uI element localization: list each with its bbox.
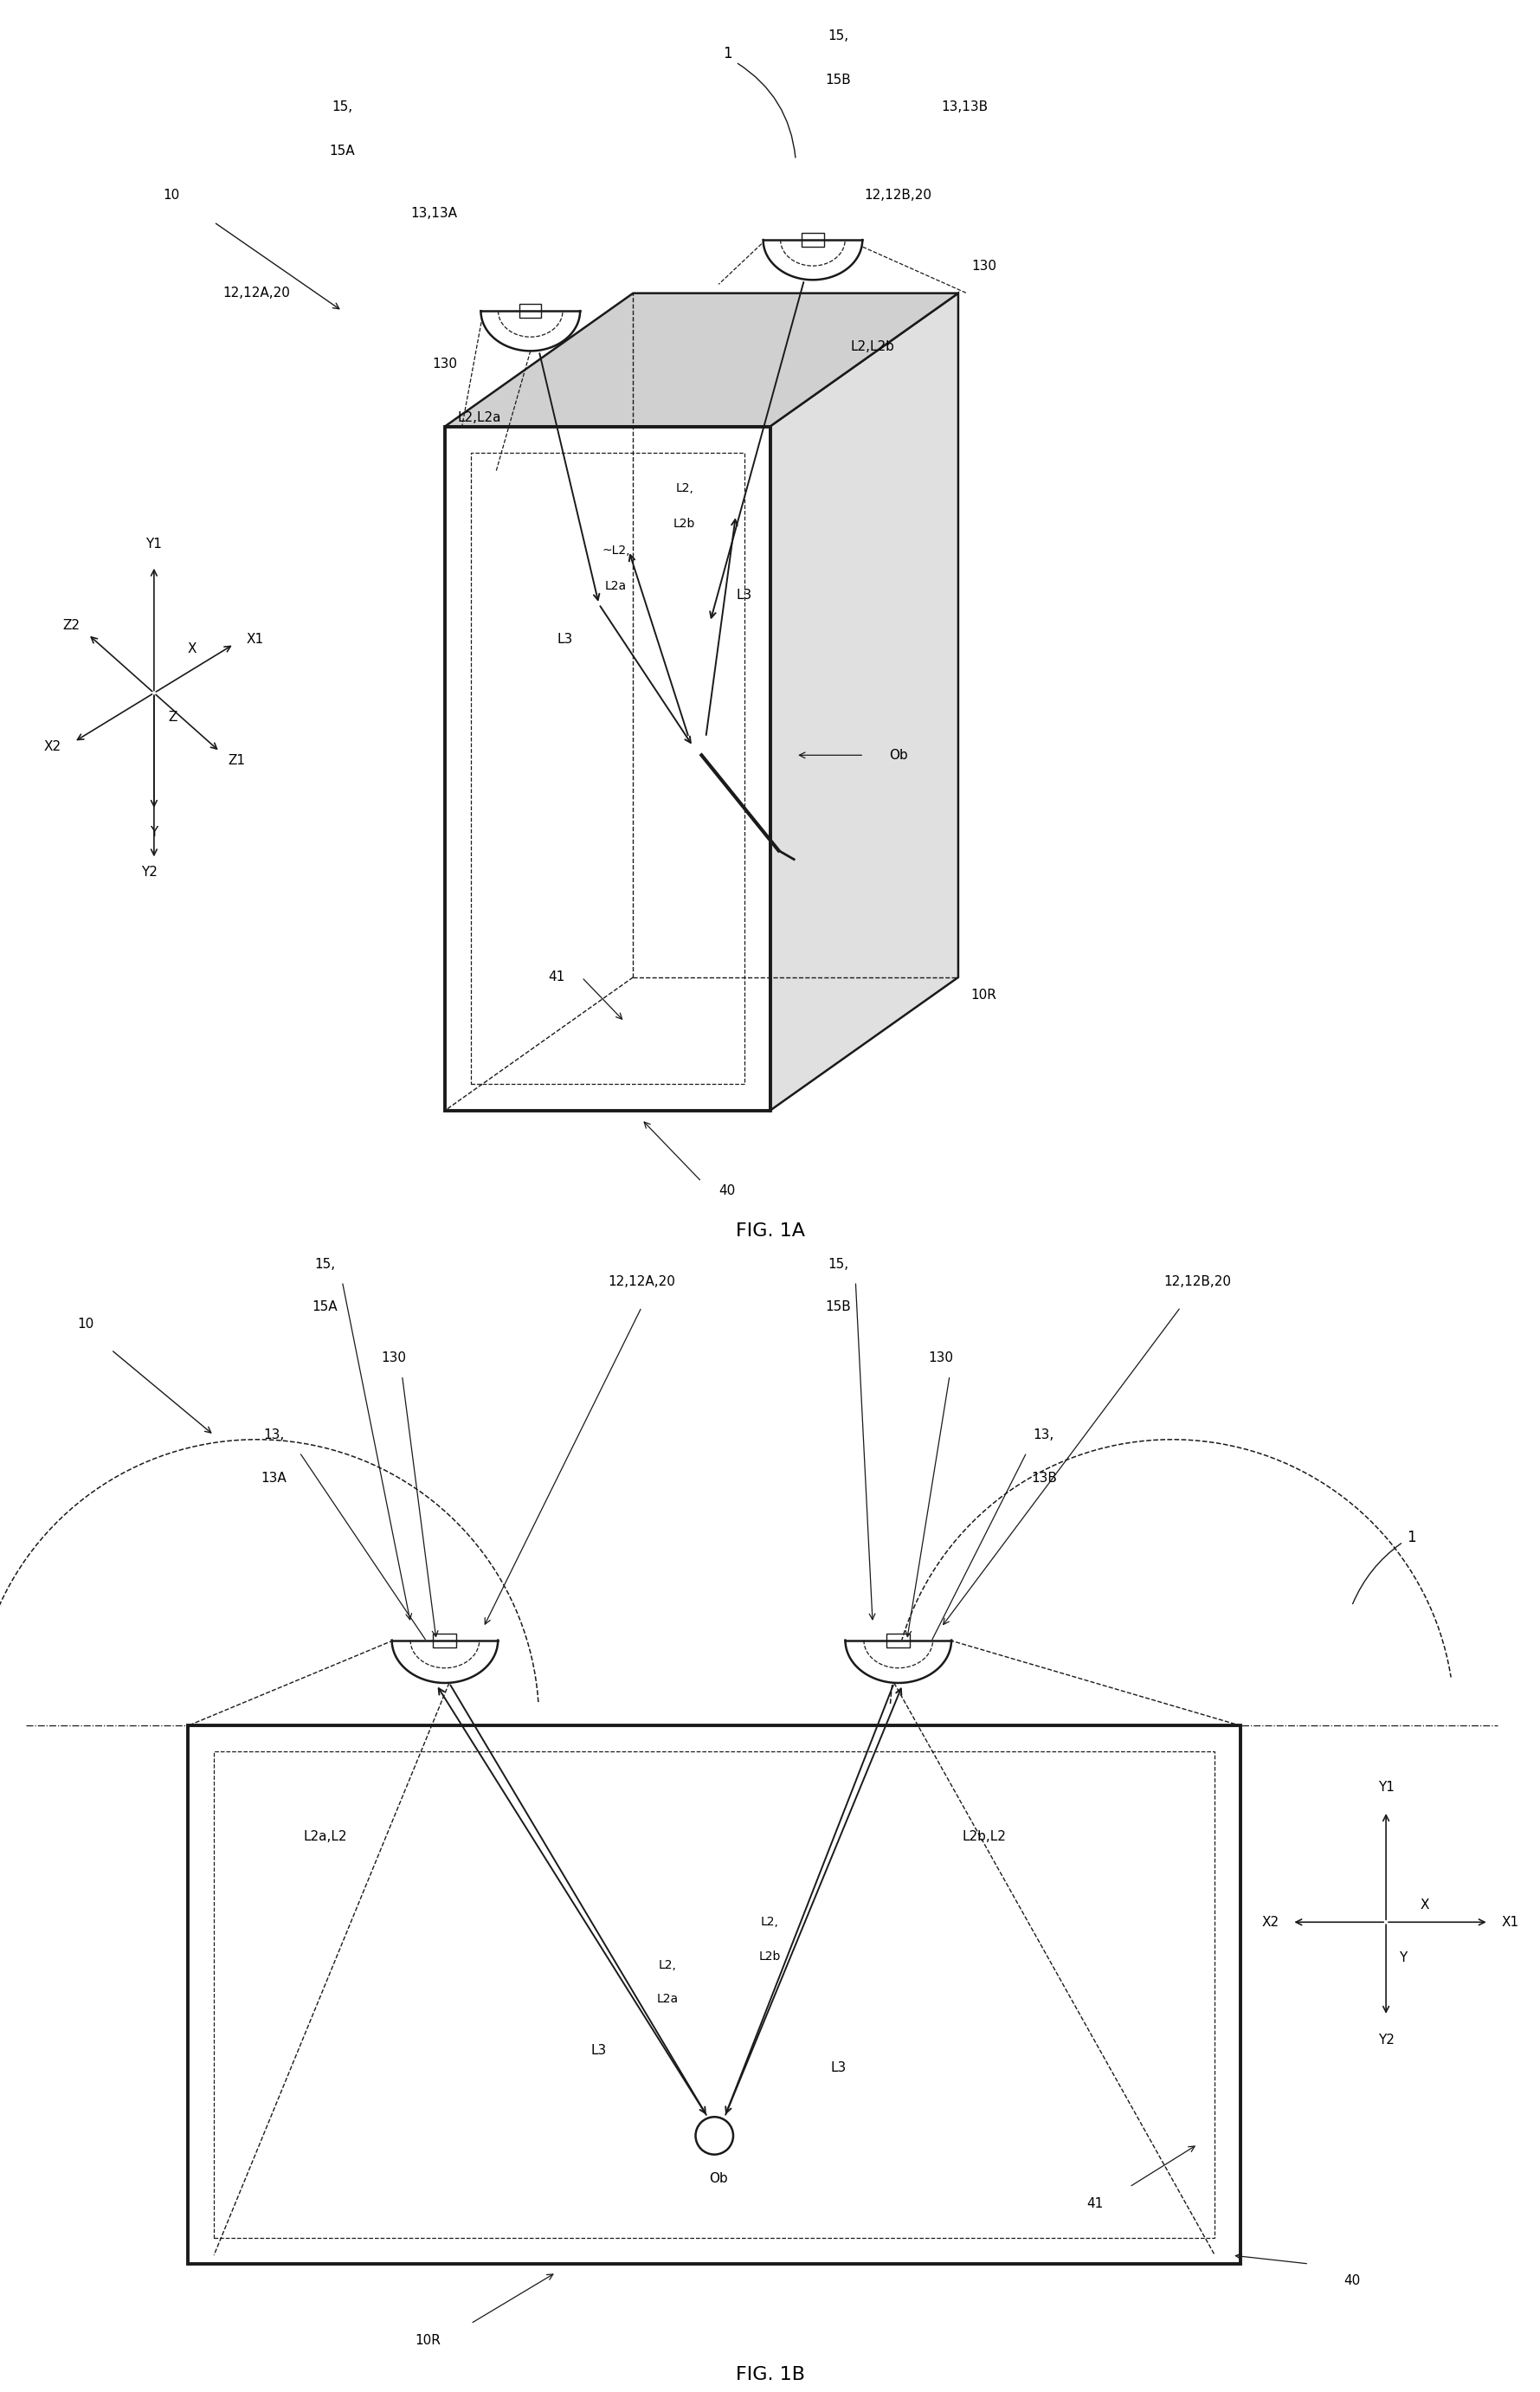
Text: L2a: L2a [656,1993,678,2004]
Text: 130: 130 [972,261,996,273]
Text: Y: Y [1400,1952,1408,1964]
Polygon shape [480,311,581,352]
Polygon shape [845,1641,952,1684]
Text: X2: X2 [1261,1916,1280,1928]
Text: Y1: Y1 [146,538,162,550]
Text: Z: Z [168,710,177,725]
Polygon shape [391,1641,497,1684]
Polygon shape [770,294,958,1110]
Text: L2,: L2, [676,483,693,495]
Text: L2,L2b: L2,L2b [850,340,895,354]
Text: 12,12B,20: 12,12B,20 [864,189,932,201]
Text: L2a,L2: L2a,L2 [303,1830,347,1844]
Text: 13,: 13, [1033,1428,1055,1442]
Text: Z2: Z2 [62,620,80,631]
Text: ~L2,: ~L2, [602,545,630,557]
Text: 12,12A,20: 12,12A,20 [608,1275,676,1287]
Text: L2a: L2a [605,581,627,593]
Text: 15,: 15, [331,100,353,112]
Text: L2b,L2: L2b,L2 [962,1830,1006,1844]
Polygon shape [764,239,862,280]
Text: 41: 41 [1087,2198,1104,2210]
Text: 1: 1 [722,45,732,62]
Text: L2b: L2b [673,519,696,531]
Text: L2,: L2, [761,1916,779,1928]
Text: 12,12B,20: 12,12B,20 [1164,1275,1232,1287]
Text: FIG. 1A: FIG. 1A [736,1222,804,1239]
Text: Y: Y [149,825,159,840]
Text: 13,13A: 13,13A [411,206,457,220]
Text: Ob: Ob [710,2172,728,2184]
Text: 15,: 15, [829,29,849,43]
Text: 1: 1 [1408,1531,1417,1545]
Text: 40: 40 [1343,2275,1360,2287]
Text: FIG. 1B: FIG. 1B [736,2366,804,2382]
Text: Y2: Y2 [1378,2033,1394,2048]
Text: L3: L3 [736,588,752,603]
Text: 130: 130 [929,1351,953,1366]
Text: 40: 40 [719,1184,736,1196]
Text: X: X [1420,1899,1429,1911]
Text: 13,13B: 13,13B [941,100,989,112]
Text: 10: 10 [77,1318,94,1330]
Text: 10R: 10R [414,2335,440,2347]
Text: 10: 10 [163,189,180,201]
Text: Ob: Ob [889,749,907,761]
Text: X1: X1 [1502,1916,1518,1928]
Text: L2,L2a: L2,L2a [457,411,500,423]
Text: X2: X2 [45,739,62,753]
Text: 15,: 15, [314,1258,336,1270]
Text: L2,: L2, [658,1959,676,1971]
Text: L3: L3 [830,2062,847,2074]
Text: L3: L3 [557,634,573,646]
Text: 10R: 10R [970,988,996,1002]
Text: 15A: 15A [313,1301,337,1313]
Text: L2b: L2b [759,1949,781,1961]
Text: Z1: Z1 [228,753,246,768]
Text: 130: 130 [433,359,457,371]
Text: Y1: Y1 [1378,1780,1394,1794]
Text: 15B: 15B [825,74,852,86]
Text: 130: 130 [380,1351,407,1366]
Text: 13B: 13B [1030,1471,1056,1485]
Text: 15,: 15, [829,1258,849,1270]
Text: X: X [186,643,196,655]
Polygon shape [445,294,958,426]
Text: L3: L3 [591,2043,607,2057]
Text: 15A: 15A [330,144,356,158]
Text: 12,12A,20: 12,12A,20 [223,287,291,299]
Text: X1: X1 [246,634,263,646]
Text: 15B: 15B [825,1301,852,1313]
Text: Y2: Y2 [142,866,159,878]
Text: 13,: 13, [263,1428,285,1442]
Text: 41: 41 [548,971,565,983]
Text: 13A: 13A [260,1471,286,1485]
